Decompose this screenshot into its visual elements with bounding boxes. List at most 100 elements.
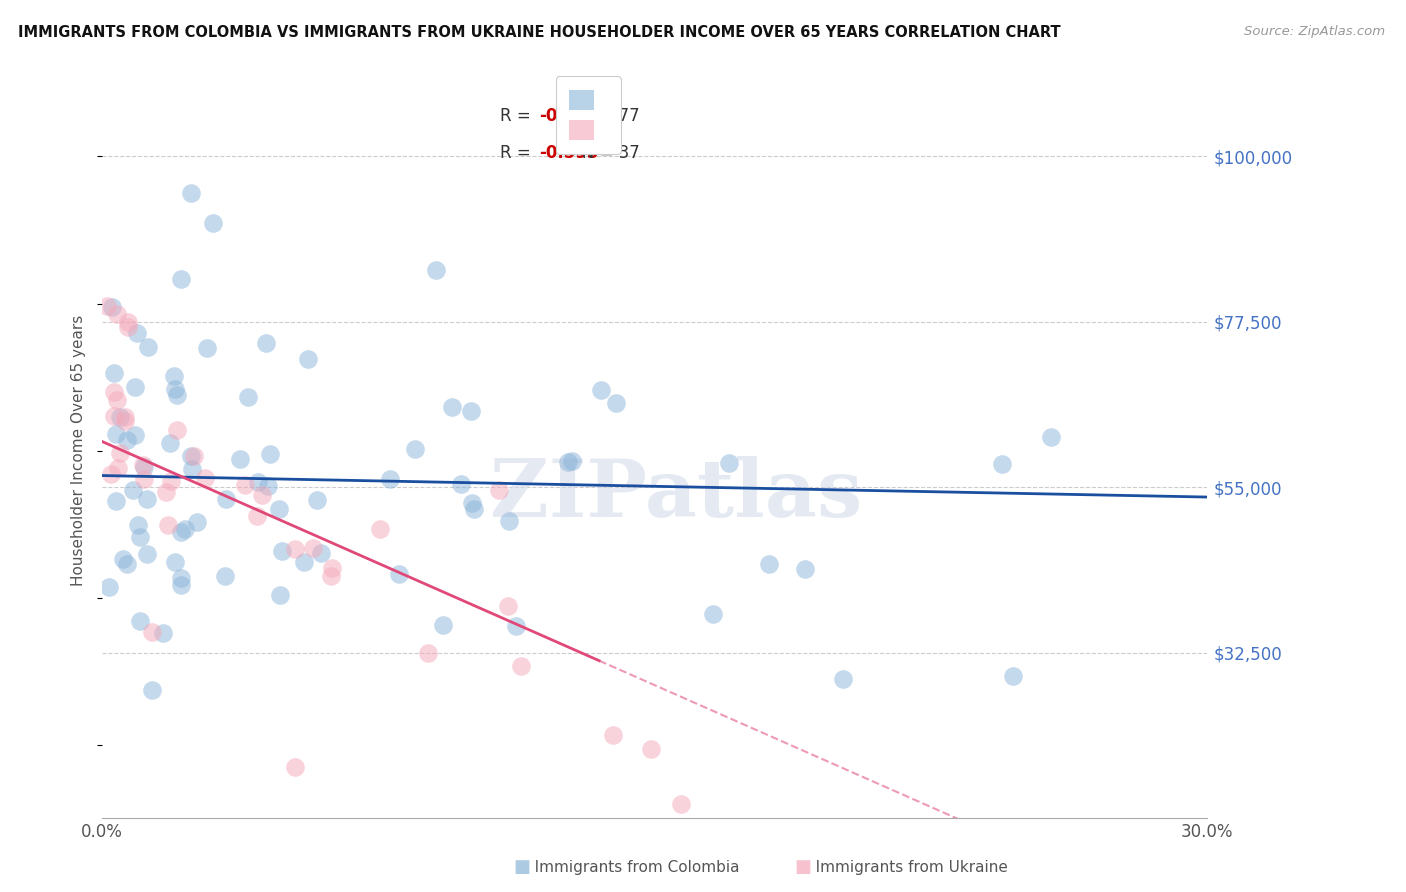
Point	[302, 541, 325, 556]
Point	[125, 326, 148, 340]
Point	[254, 336, 277, 351]
Point	[141, 682, 163, 697]
Point	[170, 524, 193, 539]
Point	[250, 488, 273, 502]
Text: Immigrants from Colombia: Immigrants from Colombia	[520, 861, 740, 875]
Point	[233, 477, 256, 491]
Point	[195, 342, 218, 356]
Point	[269, 502, 291, 516]
Point	[425, 263, 447, 277]
Point	[557, 455, 579, 469]
Point	[114, 410, 136, 425]
Point	[297, 352, 319, 367]
Text: Source: ZipAtlas.com: Source: ZipAtlas.com	[1244, 25, 1385, 38]
Point	[404, 442, 426, 456]
Point	[105, 307, 128, 321]
Point	[717, 456, 740, 470]
Point	[181, 462, 204, 476]
Point	[388, 566, 411, 581]
Point	[460, 404, 482, 418]
Point	[561, 454, 583, 468]
Point	[214, 568, 236, 582]
Point	[129, 614, 152, 628]
Point	[505, 619, 527, 633]
Point	[136, 492, 159, 507]
Text: R =: R =	[499, 144, 536, 161]
Point	[991, 457, 1014, 471]
Legend: , : ,	[555, 77, 620, 153]
Point	[183, 449, 205, 463]
Point	[132, 460, 155, 475]
Point	[605, 396, 627, 410]
Text: R =: R =	[499, 107, 536, 125]
Point	[170, 272, 193, 286]
Point	[671, 797, 693, 811]
Point	[1002, 669, 1025, 683]
Point	[215, 491, 238, 506]
Point	[124, 428, 146, 442]
Point	[98, 580, 121, 594]
Point	[284, 760, 307, 774]
Point	[115, 433, 138, 447]
Point	[441, 401, 464, 415]
Text: ZIPatlas: ZIPatlas	[491, 456, 862, 533]
Point	[105, 426, 128, 441]
Point	[170, 578, 193, 592]
Text: -0.593: -0.593	[540, 144, 599, 161]
Point	[111, 552, 134, 566]
Point	[368, 522, 391, 536]
Point	[463, 502, 485, 516]
Point	[129, 531, 152, 545]
Point	[124, 380, 146, 394]
Point	[101, 301, 124, 315]
Point	[305, 493, 328, 508]
Point	[702, 607, 724, 621]
Point	[201, 216, 224, 230]
Point	[103, 384, 125, 399]
Point	[461, 496, 484, 510]
Point	[247, 475, 270, 489]
Point	[832, 673, 855, 687]
Y-axis label: Householder Income Over 65 years: Householder Income Over 65 years	[72, 315, 86, 586]
Point	[157, 518, 180, 533]
Point	[602, 728, 624, 742]
Point	[321, 569, 343, 583]
Point	[269, 588, 291, 602]
Point	[173, 523, 195, 537]
Point	[103, 409, 125, 423]
Point	[229, 452, 252, 467]
Point	[117, 319, 139, 334]
Point	[488, 483, 510, 497]
Text: IMMIGRANTS FROM COLOMBIA VS IMMIGRANTS FROM UKRAINE HOUSEHOLDER INCOME OVER 65 Y: IMMIGRANTS FROM COLOMBIA VS IMMIGRANTS F…	[18, 25, 1062, 40]
Point	[640, 742, 662, 756]
Point	[180, 186, 202, 201]
Point	[257, 479, 280, 493]
Point	[155, 485, 177, 500]
Point	[166, 423, 188, 437]
Point	[141, 624, 163, 639]
Point	[194, 471, 217, 485]
Point	[136, 339, 159, 353]
Point	[246, 508, 269, 523]
Text: N = 37: N = 37	[567, 144, 640, 161]
Text: N = 77: N = 77	[567, 107, 640, 125]
Point	[321, 560, 343, 574]
Point	[380, 472, 402, 486]
Point	[450, 477, 472, 491]
Point	[180, 449, 202, 463]
Point	[110, 410, 132, 425]
Point	[104, 494, 127, 508]
Point	[311, 546, 333, 560]
Point	[1040, 430, 1063, 444]
Point	[96, 299, 118, 313]
Point	[510, 658, 533, 673]
Text: Immigrants from Ukraine: Immigrants from Ukraine	[801, 861, 1008, 875]
Point	[152, 625, 174, 640]
Point	[117, 315, 139, 329]
Point	[270, 543, 292, 558]
Point	[105, 393, 128, 408]
Point	[122, 483, 145, 498]
Point	[136, 547, 159, 561]
Point	[170, 571, 193, 585]
Point	[186, 516, 208, 530]
